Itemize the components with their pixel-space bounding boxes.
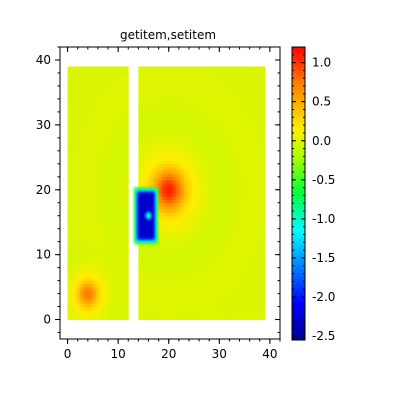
x-tick-label: 20 <box>161 347 176 361</box>
y-tick-label: 0 <box>43 313 51 327</box>
field-layer <box>68 66 266 319</box>
colorbar-tick-label: -1.5 <box>312 251 335 265</box>
left-panel <box>68 66 129 319</box>
colorbar-tick-label: 0.5 <box>312 95 331 109</box>
chart-title: getitem,setitem <box>120 28 216 42</box>
plot-area: 0 10 20 30 40 0 10 20 30 40 <box>36 47 280 361</box>
y-tick-label: 20 <box>36 183 51 197</box>
y-tick-label: 30 <box>36 118 51 132</box>
colorbar: 1.0 0.5 0.0 -0.5 -1.0 -1.5 -2.0 -2.5 <box>292 47 335 343</box>
colorbar-tick-label: -2.5 <box>312 329 335 343</box>
colorbar-tick-label: -0.5 <box>312 173 335 187</box>
colorbar-gradient <box>292 47 305 340</box>
colorbar-tick-label: -1.0 <box>312 212 335 226</box>
x-tick-label: 40 <box>262 347 277 361</box>
cold-core-center <box>147 214 150 218</box>
colorbar-tick-label: 0.0 <box>312 134 331 148</box>
colorbar-tick-label: 1.0 <box>312 56 331 70</box>
colorbar-tick-label: -2.0 <box>312 290 335 304</box>
y-tick-label: 10 <box>36 248 51 262</box>
y-tick-label: 40 <box>36 53 51 67</box>
x-tick-label: 10 <box>111 347 126 361</box>
x-tick-label: 0 <box>64 347 72 361</box>
x-tick-label: 30 <box>212 347 227 361</box>
